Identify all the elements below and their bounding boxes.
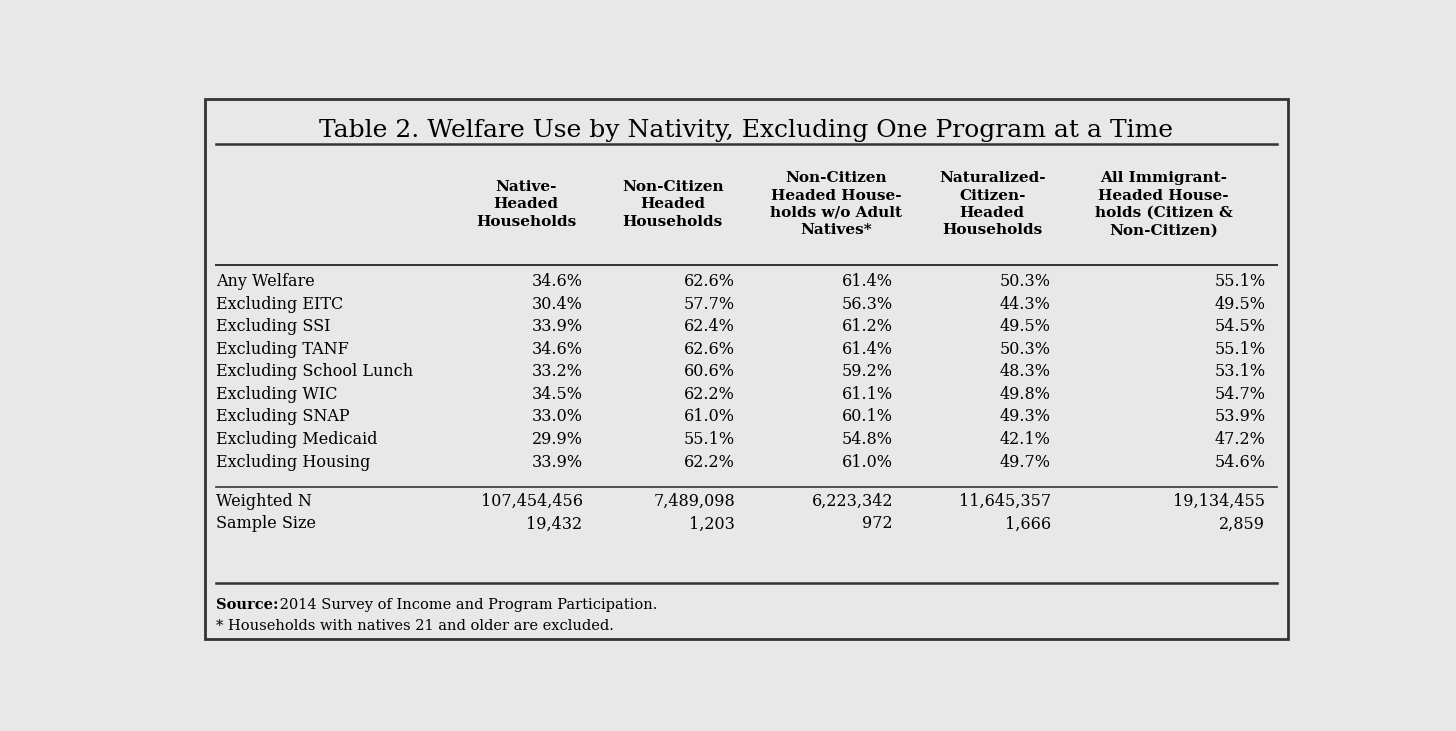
Text: 47.2%: 47.2%	[1214, 431, 1265, 448]
Text: 34.6%: 34.6%	[531, 341, 582, 358]
Text: 60.1%: 60.1%	[842, 409, 893, 425]
Text: 1,203: 1,203	[689, 515, 735, 532]
Text: 53.9%: 53.9%	[1214, 409, 1265, 425]
Text: 57.7%: 57.7%	[684, 296, 735, 313]
Text: 56.3%: 56.3%	[842, 296, 893, 313]
Text: 61.4%: 61.4%	[842, 273, 893, 290]
Text: 49.7%: 49.7%	[1000, 453, 1051, 471]
Text: 62.6%: 62.6%	[684, 341, 735, 358]
Text: 62.6%: 62.6%	[684, 273, 735, 290]
Text: Any Welfare: Any Welfare	[215, 273, 314, 290]
Text: 61.0%: 61.0%	[684, 409, 735, 425]
Text: 2014 Survey of Income and Program Participation.: 2014 Survey of Income and Program Partic…	[275, 598, 657, 613]
Text: 7,489,098: 7,489,098	[654, 493, 735, 510]
Text: Native-
Headed
Households: Native- Headed Households	[476, 180, 577, 229]
Text: Excluding SSI: Excluding SSI	[215, 319, 331, 336]
Text: 2,859: 2,859	[1219, 515, 1265, 532]
Text: Excluding TANF: Excluding TANF	[215, 341, 348, 358]
Text: Excluding Medicaid: Excluding Medicaid	[215, 431, 377, 448]
Text: 49.5%: 49.5%	[1000, 319, 1051, 336]
Text: 48.3%: 48.3%	[1000, 363, 1051, 380]
Text: 62.4%: 62.4%	[684, 319, 735, 336]
Text: Excluding WIC: Excluding WIC	[215, 386, 338, 403]
Text: 55.1%: 55.1%	[1214, 273, 1265, 290]
Text: 49.5%: 49.5%	[1214, 296, 1265, 313]
Text: * Households with natives 21 and older are excluded.: * Households with natives 21 and older a…	[215, 618, 614, 632]
Text: 49.3%: 49.3%	[1000, 409, 1051, 425]
Text: Excluding EITC: Excluding EITC	[215, 296, 344, 313]
Text: 61.2%: 61.2%	[842, 319, 893, 336]
Text: Non-Citizen
Headed
Households: Non-Citizen Headed Households	[622, 180, 724, 229]
Text: Naturalized-
Citizen-
Headed
Households: Naturalized- Citizen- Headed Households	[939, 171, 1045, 237]
Text: 34.6%: 34.6%	[531, 273, 582, 290]
Text: 55.1%: 55.1%	[1214, 341, 1265, 358]
Text: 50.3%: 50.3%	[1000, 273, 1051, 290]
Text: All Immigrant-
Headed House-
holds (Citizen &
Non-Citizen): All Immigrant- Headed House- holds (Citi…	[1095, 171, 1233, 237]
Text: Non-Citizen
Headed House-
holds w/o Adult
Natives*: Non-Citizen Headed House- holds w/o Adul…	[770, 171, 903, 237]
Text: 54.8%: 54.8%	[842, 431, 893, 448]
Text: 11,645,357: 11,645,357	[958, 493, 1051, 510]
Text: 59.2%: 59.2%	[842, 363, 893, 380]
Text: 62.2%: 62.2%	[684, 453, 735, 471]
Text: 53.1%: 53.1%	[1214, 363, 1265, 380]
Text: 30.4%: 30.4%	[531, 296, 582, 313]
Text: 6,223,342: 6,223,342	[811, 493, 893, 510]
Text: Source:: Source:	[215, 598, 278, 613]
Text: Excluding School Lunch: Excluding School Lunch	[215, 363, 414, 380]
Text: 972: 972	[862, 515, 893, 532]
Text: 33.9%: 33.9%	[531, 453, 582, 471]
Text: 62.2%: 62.2%	[684, 386, 735, 403]
Text: 61.0%: 61.0%	[842, 453, 893, 471]
Text: 33.2%: 33.2%	[531, 363, 582, 380]
Text: 55.1%: 55.1%	[684, 431, 735, 448]
Text: 1,666: 1,666	[1005, 515, 1051, 532]
Text: 29.9%: 29.9%	[531, 431, 582, 448]
Text: Weighted N: Weighted N	[215, 493, 312, 510]
Text: Sample Size: Sample Size	[215, 515, 316, 532]
Text: Excluding SNAP: Excluding SNAP	[215, 409, 349, 425]
Text: 50.3%: 50.3%	[1000, 341, 1051, 358]
Text: 54.6%: 54.6%	[1214, 453, 1265, 471]
Text: 107,454,456: 107,454,456	[480, 493, 582, 510]
Text: 61.4%: 61.4%	[842, 341, 893, 358]
Text: 60.6%: 60.6%	[684, 363, 735, 380]
FancyBboxPatch shape	[204, 99, 1289, 640]
Text: 33.9%: 33.9%	[531, 319, 582, 336]
Text: 42.1%: 42.1%	[1000, 431, 1051, 448]
Text: 61.1%: 61.1%	[842, 386, 893, 403]
Text: Table 2. Welfare Use by Nativity, Excluding One Program at a Time: Table 2. Welfare Use by Nativity, Exclud…	[319, 118, 1174, 142]
Text: 54.5%: 54.5%	[1214, 319, 1265, 336]
Text: Excluding Housing: Excluding Housing	[215, 453, 370, 471]
Text: 34.5%: 34.5%	[531, 386, 582, 403]
Text: 54.7%: 54.7%	[1214, 386, 1265, 403]
Text: 19,432: 19,432	[527, 515, 582, 532]
Text: 19,134,455: 19,134,455	[1174, 493, 1265, 510]
Text: 33.0%: 33.0%	[531, 409, 582, 425]
Text: 44.3%: 44.3%	[1000, 296, 1051, 313]
Text: 49.8%: 49.8%	[1000, 386, 1051, 403]
